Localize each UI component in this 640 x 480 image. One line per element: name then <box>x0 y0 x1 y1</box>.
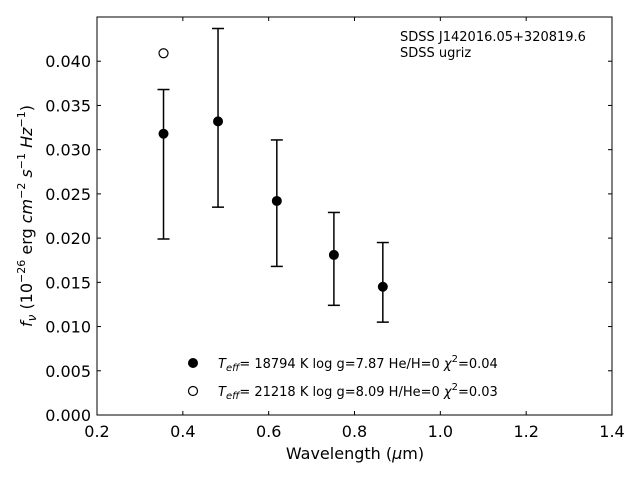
x-axis-label: Wavelength (μm) <box>286 444 424 463</box>
x-tick-label: 0.2 <box>84 422 109 441</box>
data-point-filled <box>377 281 388 292</box>
x-tick-label: 0.6 <box>256 422 281 441</box>
y-tick-label: 0.025 <box>45 185 91 204</box>
x-tick-label: 0.8 <box>342 422 367 441</box>
y-tick-label: 0.035 <box>45 96 91 115</box>
y-tick-label: 0.030 <box>45 141 91 160</box>
legend-entry-2: Teff= 21218 K log g=8.09 H/He=0 χ2=0.03 <box>218 382 498 402</box>
data-point-open <box>158 48 169 59</box>
axis-ticks: 0.2 0.4 0.6 0.8 1.0 1.2 1.4 0.000 0.005 0.010 0.01… <box>45 17 625 441</box>
data-point-filled <box>158 128 169 139</box>
y-tick-label: 0.000 <box>45 406 91 425</box>
y-axis-label: fν (10−26 erg cm−2 s−1 Hz−1) <box>15 105 39 327</box>
y-tick-label: 0.015 <box>45 273 91 292</box>
x-tick-label: 0.4 <box>170 422 195 441</box>
data-point-filled <box>328 249 339 260</box>
data-point-filled <box>213 116 224 127</box>
y-tick-label: 0.040 <box>45 52 91 71</box>
x-tick-label: 1.0 <box>428 422 453 441</box>
legend-marker-open <box>187 385 199 397</box>
y-tick-label: 0.020 <box>45 229 91 248</box>
legend-entry-1: Teff= 18794 K log g=7.87 He/H=0 χ2=0.04 <box>218 354 498 374</box>
annotation-line-1: SDSS J142016.05+320819.6 <box>400 30 586 45</box>
annotation-line-2: SDSS ugriz <box>400 46 471 61</box>
data-points <box>158 48 388 292</box>
x-tick-label: 1.2 <box>513 422 538 441</box>
legend: Teff= 18794 K log g=7.87 He/H=0 χ2=0.04 … <box>187 354 498 402</box>
x-tick-label: 1.4 <box>599 422 624 441</box>
legend-marker-filled <box>188 358 198 368</box>
y-tick-label: 0.010 <box>45 318 91 337</box>
y-tick-label: 0.005 <box>45 362 91 381</box>
data-point-filled <box>271 195 282 206</box>
error-bars <box>157 27 389 323</box>
plot-frame <box>96 16 613 416</box>
